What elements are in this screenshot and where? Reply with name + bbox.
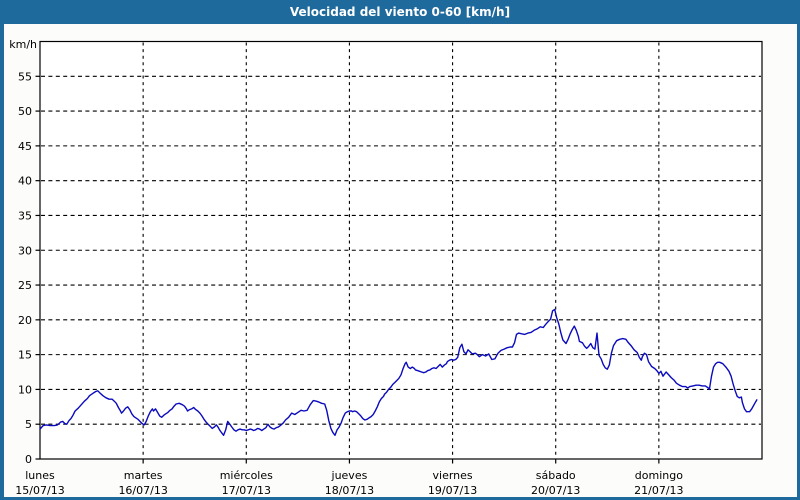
y-tick-label: 50 xyxy=(18,105,32,118)
y-tick-label: 20 xyxy=(18,314,32,327)
y-axis-unit-label: km/h xyxy=(9,38,37,51)
day-date-label: 16/07/13 xyxy=(118,484,167,497)
y-tick-label: 10 xyxy=(18,383,32,396)
y-tick-label: 5 xyxy=(25,418,32,431)
day-name-label: domingo xyxy=(635,469,683,482)
day-date-label: 21/07/13 xyxy=(634,484,683,497)
day-name-label: sábado xyxy=(536,469,576,482)
y-tick-label: 40 xyxy=(18,175,32,188)
y-tick-label: 30 xyxy=(18,244,32,257)
wind-speed-line xyxy=(39,308,758,436)
y-tick-label: 25 xyxy=(18,279,32,292)
chart-svg: 0 5 10 15 20 25 30 35 40 45 50 55 km/h lunes 15/07/13 m… xyxy=(9,38,763,497)
day-name-label: viernes xyxy=(433,469,473,482)
y-tick-label: 45 xyxy=(18,140,32,153)
day-name-label: jueves xyxy=(331,469,368,482)
y-tick-label: 35 xyxy=(18,209,32,222)
day-date-label: 20/07/13 xyxy=(531,484,580,497)
day-name-label: martes xyxy=(124,469,163,482)
day-date-label: 15/07/13 xyxy=(15,484,64,497)
day-name-label: lunes xyxy=(25,469,55,482)
y-tick-label: 55 xyxy=(18,70,32,83)
day-name-label: miércoles xyxy=(220,469,273,482)
y-tick-label: 0 xyxy=(25,453,32,466)
chart-title: Velocidad del viento 0-60 [km/h] xyxy=(289,5,511,19)
day-date-label: 19/07/13 xyxy=(428,484,477,497)
y-tick-label: 15 xyxy=(18,349,32,362)
day-date-label: 18/07/13 xyxy=(325,484,374,497)
chart-title-bar: Velocidad del viento 0-60 [km/h] xyxy=(0,0,800,24)
chart-content-area: 0 5 10 15 20 25 30 35 40 45 50 55 km/h lunes 15/07/13 m… xyxy=(4,24,797,497)
day-date-label: 17/07/13 xyxy=(222,484,271,497)
